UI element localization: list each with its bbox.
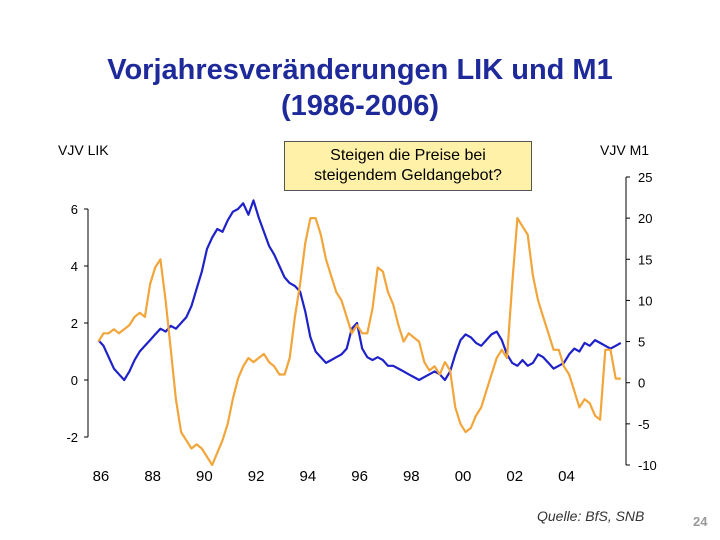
right-axis-tick-label: -5 xyxy=(638,417,650,432)
chart-title-line-1: Vorjahresveränderungen LIK und M1 xyxy=(107,54,613,86)
left-axis-tick-label: -2 xyxy=(66,430,78,445)
right-axis-tick-label: -10 xyxy=(638,458,657,473)
x-axis-tick-label: 92 xyxy=(248,468,265,485)
left-axis-tick-label: 0 xyxy=(71,373,78,388)
right-axis-tick-label: 25 xyxy=(638,170,652,185)
chart-title-line-2: (1986-2006) xyxy=(281,90,439,122)
x-axis-tick-label: 88 xyxy=(144,468,161,485)
source-note: Quelle: BfS, SNB xyxy=(537,508,645,524)
left-axis-tick-label: 6 xyxy=(71,202,78,217)
x-axis-tick-label: 90 xyxy=(196,468,213,485)
x-axis-tick-label: 98 xyxy=(403,468,420,485)
x-axis-tick-label: 02 xyxy=(506,468,523,485)
right-axis-tick-label: 5 xyxy=(638,335,645,350)
page-number: 24 xyxy=(693,514,708,529)
x-axis-tick-label: 04 xyxy=(558,468,575,485)
callout-line-2: steigendem Geldangebot? xyxy=(314,167,502,184)
right-axis-title: VJV M1 xyxy=(600,142,650,158)
right-axis-tick-label: 15 xyxy=(638,252,652,267)
right-axis-tick-label: 20 xyxy=(638,211,652,226)
x-axis-tick-label: 00 xyxy=(455,468,472,485)
series-line-lik xyxy=(97,199,622,382)
question-callout: Steigen die Preise bei steigendem Geldan… xyxy=(284,141,532,191)
left-axis-tick-label: 4 xyxy=(71,259,78,274)
left-axis-title: VJV LIK xyxy=(58,142,109,158)
right-axis-tick-label: 10 xyxy=(638,293,652,308)
right-axis-tick-label: 0 xyxy=(638,376,645,391)
x-axis-tick-label: 86 xyxy=(93,468,110,485)
series-line-m1 xyxy=(97,217,621,467)
chart-title: Vorjahresveränderungen LIK und M1 (1986-… xyxy=(0,52,720,124)
x-axis-tick-label: 96 xyxy=(351,468,368,485)
callout-line-1: Steigen die Preise bei xyxy=(330,147,486,164)
x-axis-tick-label: 94 xyxy=(300,468,317,485)
left-axis-tick-label: 2 xyxy=(71,316,78,331)
